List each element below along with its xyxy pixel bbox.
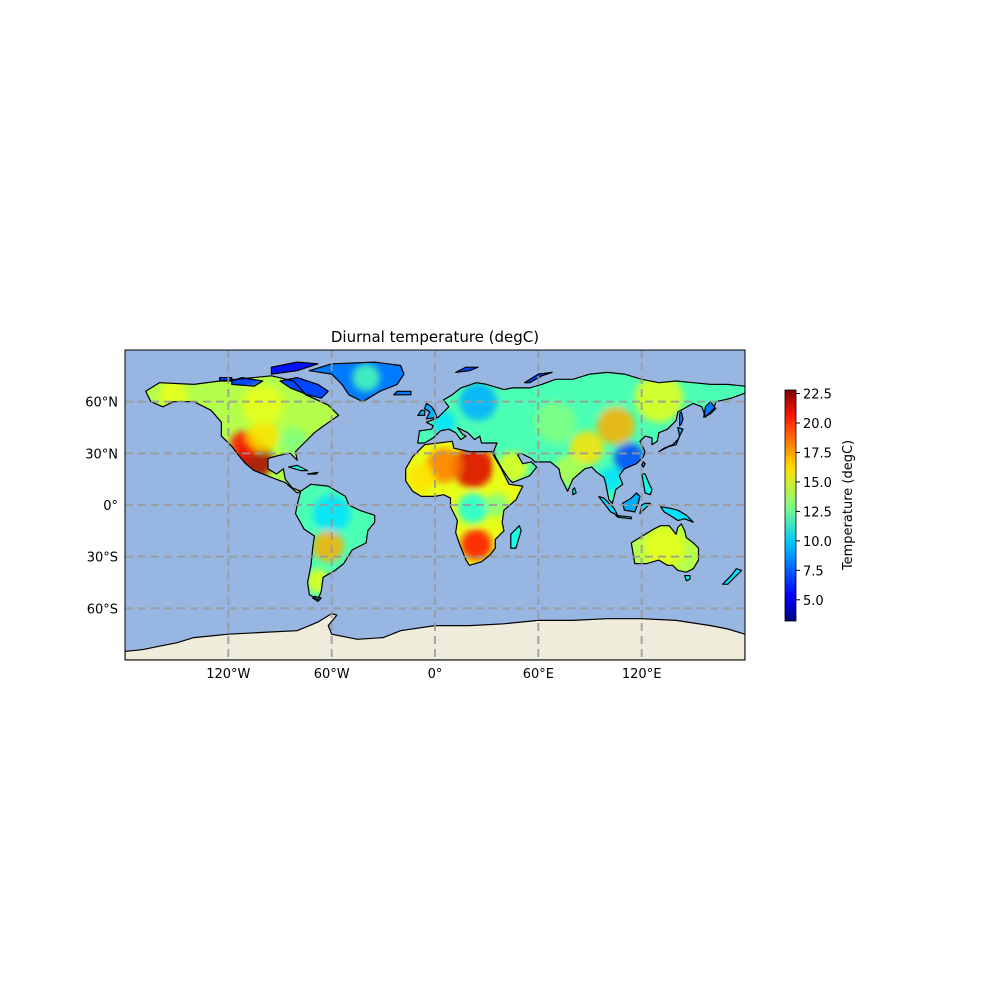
new-zealand-coastline bbox=[721, 568, 743, 585]
colorbar-tick-label: 15.0 bbox=[803, 476, 832, 491]
north-america-coastline bbox=[145, 375, 340, 494]
colorbar-tick-label: 5.0 bbox=[803, 594, 824, 609]
philippines-fill bbox=[641, 474, 652, 495]
tierra-del-fuego-coastline bbox=[312, 595, 322, 603]
eurasia-coastline bbox=[417, 371, 745, 504]
map-panel bbox=[125, 350, 745, 660]
sumatra-coastline bbox=[597, 495, 619, 516]
lon-tick-label: 120°E bbox=[622, 667, 662, 682]
madagascar-fill bbox=[510, 525, 522, 549]
kalahari-hotspot bbox=[460, 529, 492, 561]
ellesmere-island-coastline bbox=[270, 361, 319, 375]
map-title: Diurnal temperature (degC) bbox=[331, 328, 539, 346]
coastlines bbox=[125, 361, 745, 660]
longitude-labels: 120°W 60°W 0° 60°E 120°E bbox=[206, 667, 661, 682]
tibet-hotspot bbox=[569, 431, 604, 466]
siberia-east-hotspot bbox=[634, 374, 684, 423]
greenland-interior-hotspot bbox=[352, 363, 380, 392]
ireland-fill bbox=[417, 410, 425, 416]
lat-tick-label: 30°N bbox=[85, 447, 118, 462]
svalbard-coastline bbox=[455, 366, 479, 373]
java-coastline bbox=[615, 514, 632, 520]
great-britain-fill bbox=[424, 403, 437, 419]
australia-interior-hotspot bbox=[643, 527, 685, 569]
mongolia-hotspot bbox=[596, 406, 635, 445]
australia-coastline bbox=[630, 523, 700, 573]
map-frame bbox=[124, 349, 746, 661]
latitude-labels: 60°N 30°N 0° 30°S 60°S bbox=[85, 396, 118, 618]
baffin-island-fill bbox=[280, 377, 329, 399]
colorbar-ticks: 5.0 7.5 10.0 12.5 15.0 17.5 20.0 22.5 bbox=[796, 388, 832, 609]
sri-lanka-coastline bbox=[572, 487, 577, 496]
philippines-coastline bbox=[641, 473, 653, 496]
cuba-coastline bbox=[288, 464, 309, 472]
sakhalin-fill bbox=[679, 412, 683, 426]
colorbar-tick-label: 10.0 bbox=[803, 535, 832, 550]
congo-basin-hotspot bbox=[457, 492, 489, 524]
colorbar-label: Temperature (degC) bbox=[841, 440, 856, 571]
hispaniola-coastline bbox=[307, 471, 319, 475]
iceland-fill bbox=[393, 391, 411, 395]
sahara-east-hotspot bbox=[452, 446, 494, 488]
sakhalin-coastline bbox=[678, 411, 684, 427]
lon-tick-label: 0° bbox=[428, 667, 443, 682]
lon-tick-label: 120°W bbox=[206, 667, 250, 682]
colorbar-tick-label: 7.5 bbox=[803, 564, 824, 579]
lon-tick-label: 60°E bbox=[523, 667, 554, 682]
iceland-coastline bbox=[393, 390, 412, 396]
new-zealand-fill bbox=[722, 568, 742, 585]
colorbar-tick-label: 20.0 bbox=[803, 417, 832, 432]
antarctica-coastline bbox=[125, 612, 745, 660]
taiwan-coastline bbox=[641, 461, 646, 468]
new-guinea-coastline bbox=[659, 506, 694, 523]
great-britain-coastline bbox=[424, 402, 438, 420]
japan-coastline bbox=[658, 426, 684, 453]
novaya-zemlya-coastline bbox=[523, 371, 553, 384]
kamchatka-tip-coastline bbox=[703, 401, 717, 418]
lat-tick-label: 60°N bbox=[85, 396, 118, 411]
madagascar-coastline bbox=[510, 525, 522, 549]
gran-chaco-hotspot bbox=[312, 530, 344, 562]
lat-tick-label: 60°S bbox=[87, 602, 118, 617]
colorbar-tick-label: 22.5 bbox=[803, 388, 832, 403]
ireland-coastline bbox=[417, 409, 426, 416]
colorbar-tick-label: 12.5 bbox=[803, 505, 832, 520]
sahel-west-hotspot bbox=[407, 463, 436, 492]
lat-tick-label: 0° bbox=[103, 499, 118, 514]
canadian-shield-hotspot bbox=[242, 384, 284, 426]
svalbard-fill bbox=[455, 367, 479, 373]
tasmania-coastline bbox=[684, 574, 691, 582]
lat-tick-label: 30°S bbox=[87, 551, 118, 566]
great-plains-hotspot bbox=[247, 420, 279, 452]
lon-tick-label: 60°W bbox=[314, 667, 350, 682]
baffin-island-coastline bbox=[279, 377, 329, 399]
colorbar: 5.0 7.5 10.0 12.5 15.0 17.5 20.0 22.5 Temperatu… bbox=[784, 388, 856, 622]
borneo-fill bbox=[622, 492, 640, 512]
greenland-coastline bbox=[308, 361, 405, 403]
colorbar-tick-label: 17.5 bbox=[803, 446, 832, 461]
africa-coastline bbox=[405, 440, 524, 566]
kazakh-steppe-hotspot bbox=[534, 401, 577, 443]
colorbar-gradient bbox=[784, 389, 797, 622]
borneo-coastline bbox=[622, 492, 641, 513]
temperature-field bbox=[145, 362, 745, 602]
